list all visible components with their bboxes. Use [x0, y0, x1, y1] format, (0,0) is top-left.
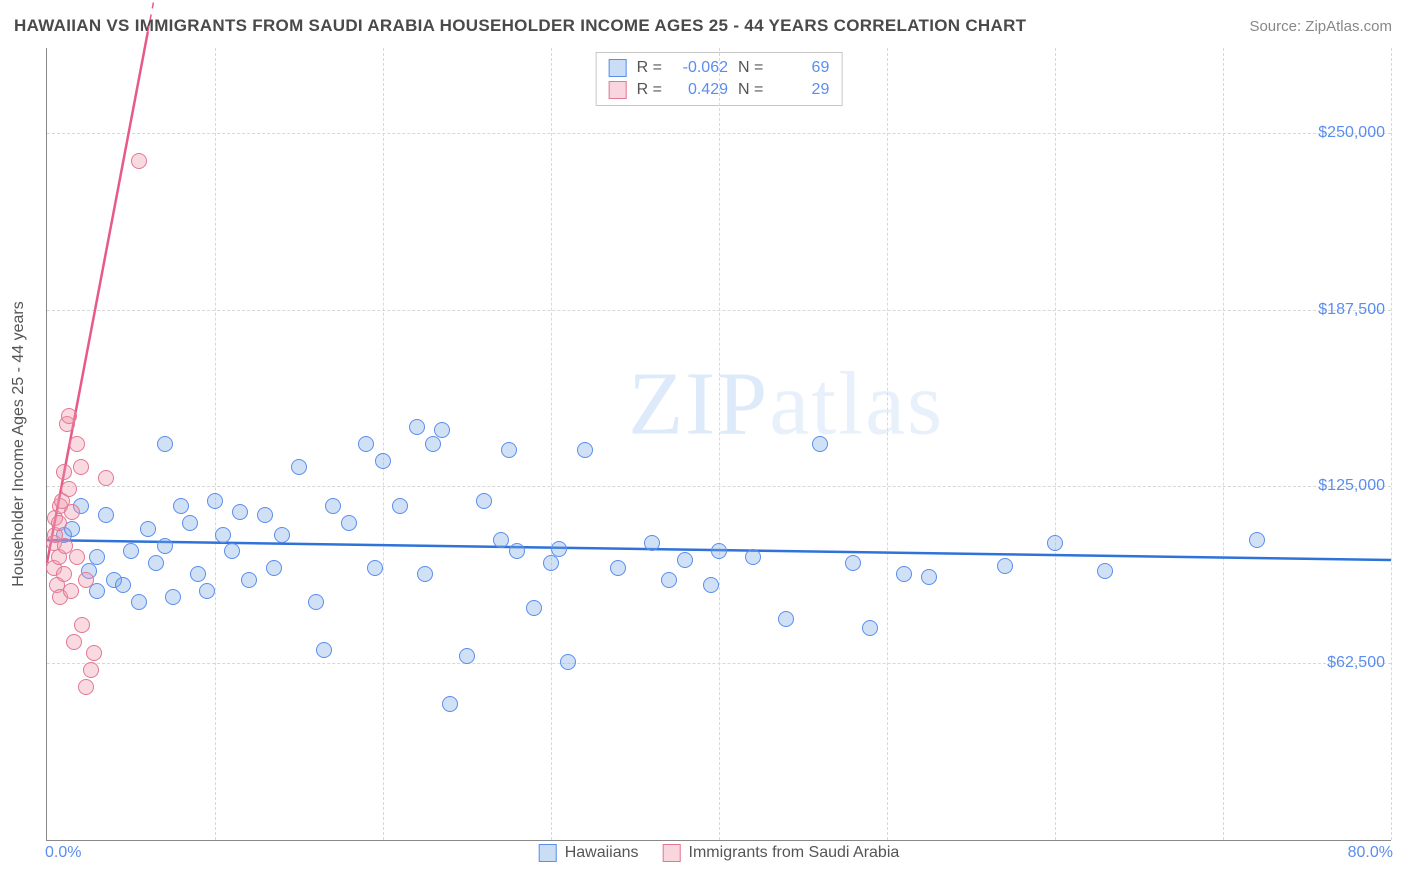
data-point — [316, 642, 332, 658]
data-point — [140, 521, 156, 537]
x-min-label: 0.0% — [45, 844, 81, 862]
data-point — [274, 527, 290, 543]
grid-line-v — [1391, 48, 1392, 840]
data-point — [543, 555, 559, 571]
data-point — [215, 527, 231, 543]
data-point — [577, 442, 593, 458]
data-point — [190, 566, 206, 582]
data-point — [224, 543, 240, 559]
data-point — [69, 436, 85, 452]
data-point — [73, 459, 89, 475]
data-point — [921, 569, 937, 585]
data-point — [89, 549, 105, 565]
data-point — [493, 532, 509, 548]
data-point — [560, 654, 576, 670]
data-point — [442, 696, 458, 712]
data-point — [78, 572, 94, 588]
data-point — [896, 566, 912, 582]
data-point — [308, 594, 324, 610]
data-point — [157, 436, 173, 452]
data-point — [64, 504, 80, 520]
swatch-icon — [539, 844, 557, 862]
trend-lines — [47, 48, 1391, 840]
data-point — [661, 572, 677, 588]
data-point — [78, 679, 94, 695]
data-point — [266, 560, 282, 576]
data-point — [997, 558, 1013, 574]
data-point — [812, 436, 828, 452]
data-point — [392, 498, 408, 514]
data-point — [745, 549, 761, 565]
data-point — [358, 436, 374, 452]
x-max-label: 80.0% — [1348, 844, 1393, 862]
data-point — [417, 566, 433, 582]
scatter-plot: Householder Income Ages 25 - 44 years ZI… — [46, 48, 1391, 841]
data-point — [148, 555, 164, 571]
data-point — [89, 583, 105, 599]
data-point — [165, 589, 181, 605]
y-axis-title: Householder Income Ages 25 - 44 years — [10, 301, 28, 587]
data-point — [61, 408, 77, 424]
data-point — [1047, 535, 1063, 551]
data-point — [69, 549, 85, 565]
source-label: Source: ZipAtlas.com — [1249, 18, 1392, 35]
data-point — [703, 577, 719, 593]
data-point — [257, 507, 273, 523]
data-point — [677, 552, 693, 568]
data-point — [56, 464, 72, 480]
data-point — [341, 515, 357, 531]
data-point — [526, 600, 542, 616]
chart-title: HAWAIIAN VS IMMIGRANTS FROM SAUDI ARABIA… — [14, 16, 1026, 36]
legend: Hawaiians Immigrants from Saudi Arabia — [539, 844, 900, 862]
data-point — [425, 436, 441, 452]
data-point — [207, 493, 223, 509]
data-point — [199, 583, 215, 599]
data-point — [367, 560, 383, 576]
data-point — [74, 617, 90, 633]
data-point — [291, 459, 307, 475]
data-point — [123, 543, 139, 559]
data-point — [241, 572, 257, 588]
data-point — [61, 481, 77, 497]
data-point — [1249, 532, 1265, 548]
data-point — [173, 498, 189, 514]
data-point — [63, 583, 79, 599]
data-point — [86, 645, 102, 661]
data-point — [434, 422, 450, 438]
data-point — [476, 493, 492, 509]
legend-label: Hawaiians — [565, 844, 639, 862]
data-point — [644, 535, 660, 551]
data-point — [131, 594, 147, 610]
data-point — [778, 611, 794, 627]
data-point — [551, 541, 567, 557]
data-point — [56, 566, 72, 582]
data-point — [66, 634, 82, 650]
data-point — [509, 543, 525, 559]
data-point — [711, 543, 727, 559]
data-point — [115, 577, 131, 593]
data-point — [83, 662, 99, 678]
data-point — [325, 498, 341, 514]
data-point — [157, 538, 173, 554]
data-point — [459, 648, 475, 664]
data-point — [51, 515, 67, 531]
data-point — [610, 560, 626, 576]
legend-item: Hawaiians — [539, 844, 639, 862]
data-point — [1097, 563, 1113, 579]
data-point — [98, 507, 114, 523]
data-point — [845, 555, 861, 571]
data-point — [182, 515, 198, 531]
legend-item: Immigrants from Saudi Arabia — [663, 844, 900, 862]
data-point — [131, 153, 147, 169]
data-point — [409, 419, 425, 435]
data-point — [501, 442, 517, 458]
legend-label: Immigrants from Saudi Arabia — [689, 844, 900, 862]
data-point — [862, 620, 878, 636]
swatch-icon — [663, 844, 681, 862]
data-point — [98, 470, 114, 486]
data-point — [375, 453, 391, 469]
data-point — [232, 504, 248, 520]
